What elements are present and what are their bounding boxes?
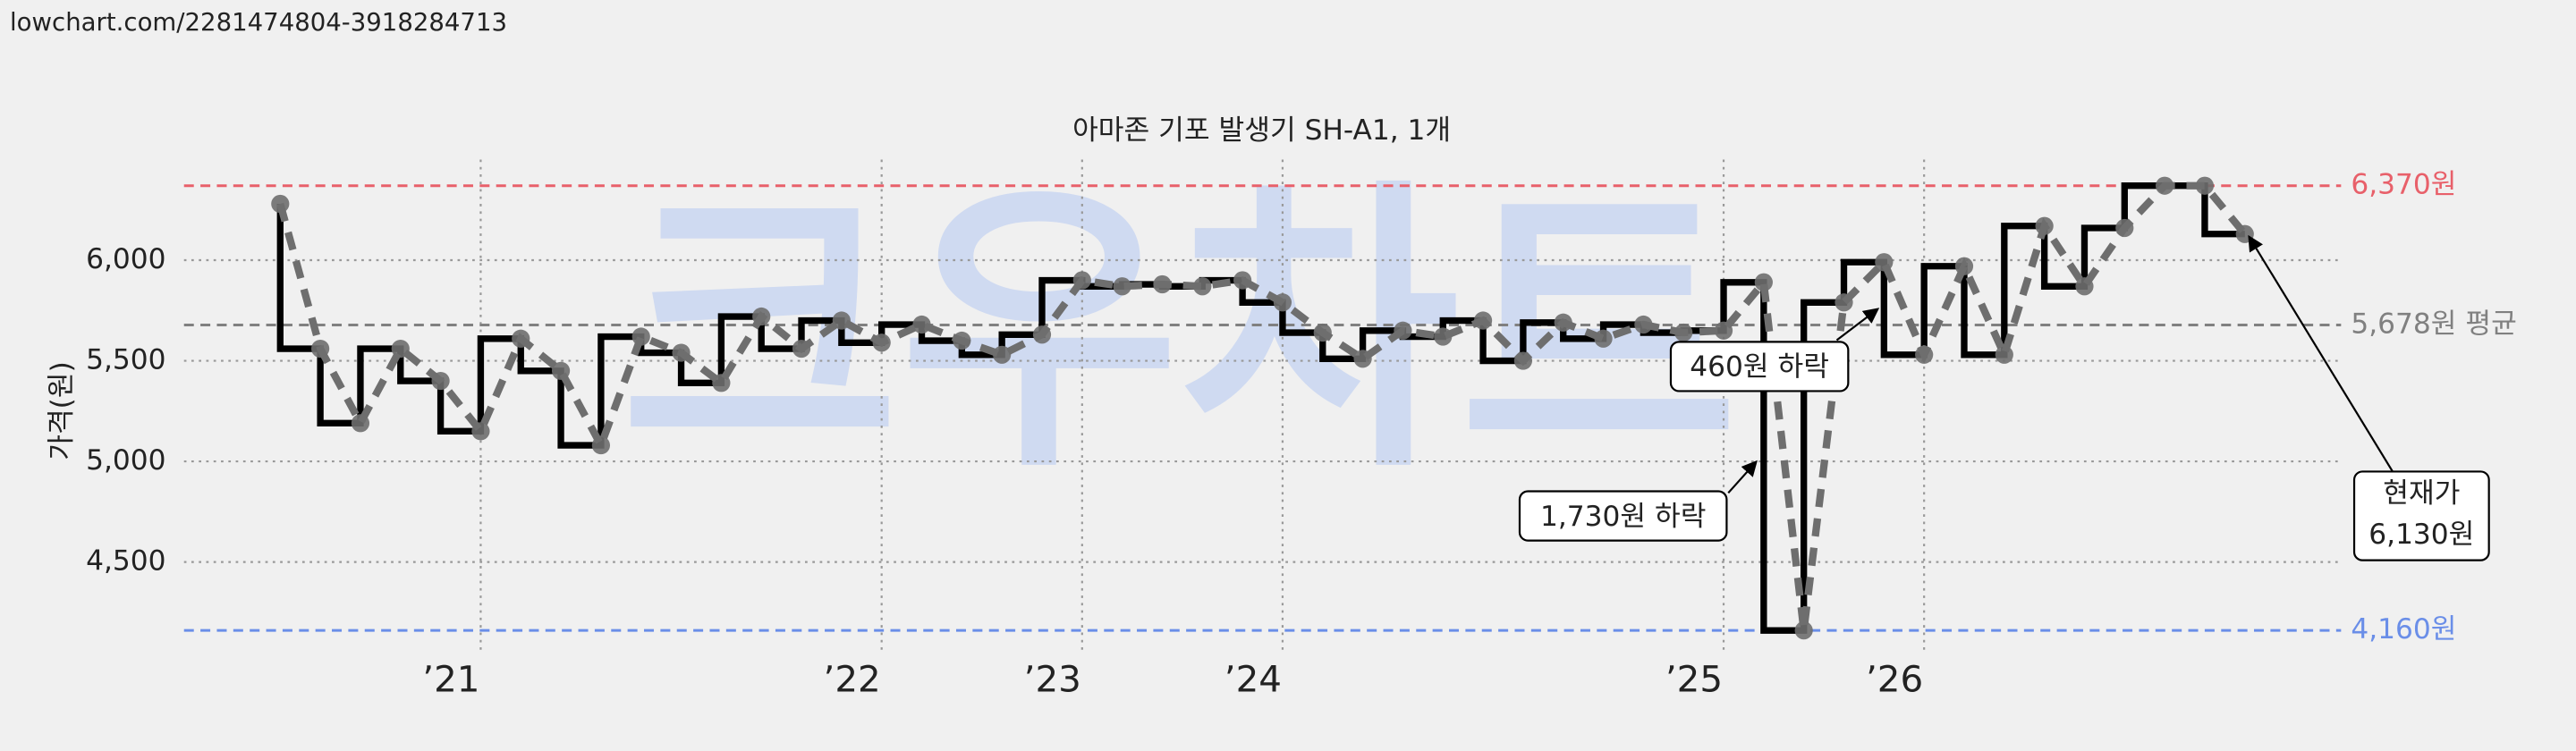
data-point — [1835, 293, 1853, 312]
annotation-arrow — [1727, 460, 1758, 494]
data-point — [2035, 216, 2054, 235]
data-point — [1554, 313, 1572, 332]
data-point — [832, 311, 851, 330]
annotation-text: 460원 하락 — [1690, 351, 1829, 384]
data-point — [672, 343, 691, 362]
data-point — [872, 333, 891, 352]
annotation-arrow — [1835, 308, 1880, 342]
data-point — [1153, 274, 1172, 294]
page-url: lowchart.com/2281474804-3918284713 — [10, 8, 507, 37]
data-point — [1794, 621, 1813, 640]
data-point — [2156, 176, 2174, 195]
data-point — [1193, 277, 1212, 296]
annotation-box — [2352, 470, 2490, 561]
y-tick-label: 6,000 — [86, 243, 165, 275]
annotation-box — [1669, 341, 1850, 392]
chart-title: 아마존 기포 발생기 SH-A1, 1개 — [1072, 114, 1451, 147]
x-tick-label: ’21 — [422, 658, 479, 701]
data-point — [993, 345, 1012, 364]
reference-label: 5,678원 평균 — [2351, 308, 2516, 340]
y-tick-label: 5,500 — [86, 344, 165, 376]
x-tick-label: ’24 — [1224, 658, 1282, 701]
data-point — [391, 339, 410, 359]
annotation-text: 6,130원 — [2368, 519, 2474, 551]
data-point — [1995, 345, 2013, 364]
data-point — [912, 315, 931, 334]
data-point — [1113, 277, 1131, 296]
data-point — [1714, 321, 1733, 340]
data-point — [2075, 277, 2094, 296]
data-point — [1032, 325, 1052, 344]
data-point — [1233, 271, 1252, 290]
y-tick-label: 5,000 — [86, 444, 165, 477]
data-point — [792, 339, 811, 359]
trend-line — [276, 181, 2248, 631]
data-point — [591, 435, 611, 455]
y-tick-label: 4,500 — [86, 545, 165, 578]
annotation-arrow — [2248, 234, 2395, 474]
data-point — [431, 371, 450, 391]
x-tick-label: ’26 — [1866, 658, 1923, 701]
data-point — [1473, 311, 1493, 330]
data-point — [712, 374, 731, 392]
data-point — [271, 194, 290, 214]
data-point — [1954, 257, 1974, 275]
x-tick-label: ’23 — [1024, 658, 1081, 701]
data-point — [631, 327, 650, 346]
annotation-text: 1,730원 하락 — [1540, 501, 1706, 533]
data-point — [1434, 327, 1453, 346]
step-line — [276, 182, 2245, 634]
data-point — [752, 307, 771, 326]
data-point — [1594, 329, 1613, 348]
x-tick-label: ’22 — [823, 658, 880, 701]
data-point — [1313, 323, 1332, 342]
data-point — [471, 422, 490, 441]
x-tick-label: ’25 — [1665, 658, 1723, 701]
annotation-box — [1518, 490, 1728, 542]
data-point — [551, 361, 571, 380]
data-point — [1394, 321, 1412, 340]
data-point — [1674, 323, 1693, 342]
data-point — [953, 331, 971, 350]
watermark: 크우차트 — [621, 156, 1739, 509]
reference-label: 4,160원 — [2351, 613, 2456, 646]
data-point — [1754, 273, 1773, 291]
data-point — [1915, 345, 1934, 364]
annotation-text: 현재가 — [2383, 477, 2460, 510]
data-point — [311, 339, 330, 359]
data-point — [1072, 271, 1091, 290]
y-axis-label: 가격(원) — [46, 361, 78, 460]
data-point — [2195, 176, 2215, 195]
data-point — [2115, 218, 2134, 238]
data-point — [351, 414, 370, 433]
data-point — [1273, 293, 1292, 312]
data-point — [1875, 253, 1894, 272]
data-point — [1353, 350, 1372, 368]
data-point — [1634, 315, 1653, 334]
data-point — [512, 329, 530, 348]
reference-label: 6,370원 — [2351, 169, 2456, 201]
data-point — [1513, 351, 1533, 370]
